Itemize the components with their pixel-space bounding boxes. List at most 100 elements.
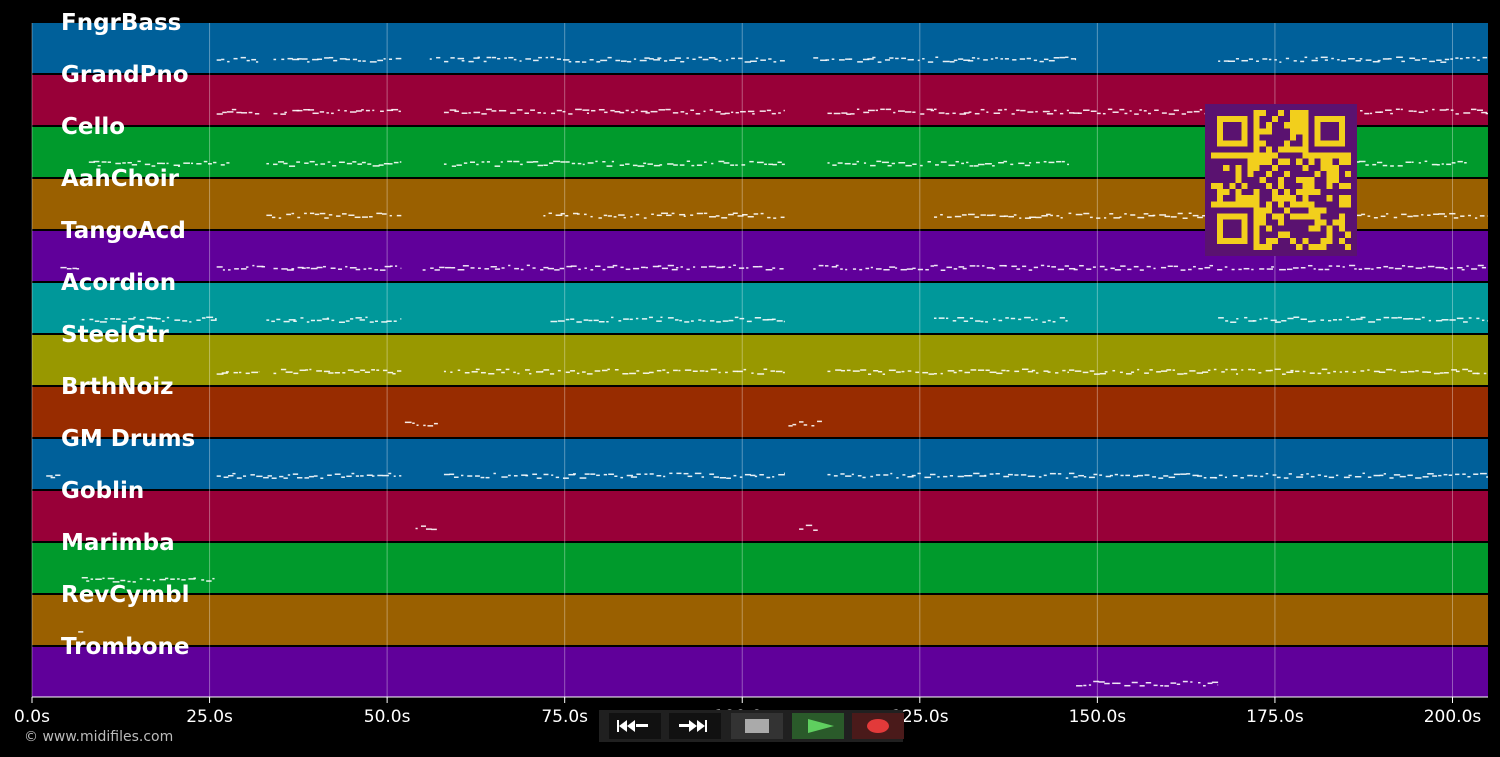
note bbox=[962, 267, 967, 270]
note bbox=[1228, 60, 1235, 62]
note bbox=[565, 161, 570, 163]
note bbox=[870, 266, 873, 269]
note bbox=[659, 164, 663, 166]
qr-module bbox=[1271, 110, 1278, 117]
note bbox=[938, 317, 945, 319]
note bbox=[780, 216, 785, 219]
note bbox=[1382, 58, 1389, 60]
note-segment bbox=[969, 160, 1069, 167]
qr-module bbox=[1265, 134, 1272, 141]
note bbox=[1065, 56, 1069, 59]
note bbox=[949, 475, 954, 477]
note bbox=[132, 581, 136, 583]
note bbox=[586, 373, 593, 375]
note bbox=[89, 318, 94, 321]
note bbox=[719, 476, 727, 479]
qr-module bbox=[1241, 164, 1248, 171]
note bbox=[423, 424, 426, 427]
note bbox=[306, 267, 310, 269]
fast-forward-button[interactable] bbox=[669, 713, 721, 739]
note bbox=[1163, 475, 1169, 477]
note bbox=[510, 112, 516, 114]
note bbox=[618, 320, 622, 322]
note bbox=[301, 58, 308, 60]
note bbox=[286, 213, 292, 216]
rewind-button[interactable] bbox=[609, 713, 661, 739]
note bbox=[735, 164, 738, 166]
note bbox=[1038, 476, 1042, 478]
note bbox=[231, 108, 237, 111]
note bbox=[399, 161, 402, 163]
note bbox=[208, 163, 212, 165]
note bbox=[1004, 58, 1009, 60]
note-segment bbox=[813, 56, 988, 63]
qr-module bbox=[1308, 231, 1315, 238]
note-segment bbox=[934, 368, 1069, 375]
qr-module bbox=[1265, 219, 1272, 226]
note bbox=[709, 473, 715, 475]
note bbox=[1238, 268, 1242, 271]
note bbox=[1000, 58, 1004, 60]
note bbox=[977, 57, 980, 60]
note bbox=[986, 214, 993, 217]
note bbox=[1315, 57, 1318, 59]
note bbox=[1145, 681, 1152, 684]
note bbox=[1300, 318, 1307, 321]
note bbox=[236, 111, 242, 114]
note bbox=[330, 267, 336, 269]
note bbox=[692, 370, 698, 372]
play-button[interactable] bbox=[792, 713, 844, 739]
note bbox=[969, 165, 974, 167]
note bbox=[1244, 316, 1248, 319]
qr-module bbox=[1271, 146, 1278, 153]
note bbox=[314, 213, 320, 216]
note bbox=[1248, 320, 1255, 322]
note bbox=[1252, 369, 1256, 371]
note bbox=[875, 474, 881, 476]
note bbox=[603, 214, 608, 217]
qr-module bbox=[1344, 189, 1351, 196]
note bbox=[708, 57, 716, 59]
note bbox=[1177, 373, 1184, 375]
note bbox=[1166, 369, 1172, 371]
note bbox=[1078, 474, 1084, 477]
record-button[interactable] bbox=[852, 713, 904, 739]
note bbox=[1001, 369, 1006, 372]
note bbox=[1302, 370, 1306, 373]
note bbox=[212, 577, 215, 580]
note bbox=[930, 109, 935, 112]
note bbox=[1451, 162, 1456, 164]
track-label: BrthNoiz bbox=[61, 374, 174, 400]
note bbox=[1010, 317, 1016, 320]
note bbox=[292, 109, 300, 112]
note bbox=[590, 473, 596, 475]
note bbox=[643, 217, 647, 219]
note bbox=[436, 56, 441, 59]
note bbox=[1300, 473, 1304, 476]
note bbox=[750, 474, 756, 477]
note bbox=[1401, 213, 1407, 216]
note-segment bbox=[550, 316, 785, 323]
note bbox=[1004, 265, 1007, 267]
qr-module bbox=[1302, 158, 1309, 165]
stop-button[interactable] bbox=[731, 713, 783, 739]
note bbox=[1211, 681, 1219, 684]
note bbox=[730, 164, 735, 166]
qr-module bbox=[1284, 219, 1291, 226]
note bbox=[1456, 317, 1464, 320]
note bbox=[606, 320, 609, 323]
note bbox=[1401, 265, 1406, 267]
note bbox=[741, 164, 746, 166]
note bbox=[891, 162, 896, 165]
note bbox=[1090, 110, 1097, 113]
note bbox=[832, 164, 837, 166]
note bbox=[1148, 112, 1151, 115]
note bbox=[461, 112, 468, 114]
qr-module bbox=[1338, 176, 1345, 184]
note bbox=[739, 476, 743, 478]
note bbox=[1324, 59, 1328, 61]
note bbox=[1011, 265, 1017, 268]
qr-code[interactable] bbox=[1205, 104, 1357, 256]
note bbox=[372, 165, 380, 167]
note bbox=[1361, 213, 1366, 216]
